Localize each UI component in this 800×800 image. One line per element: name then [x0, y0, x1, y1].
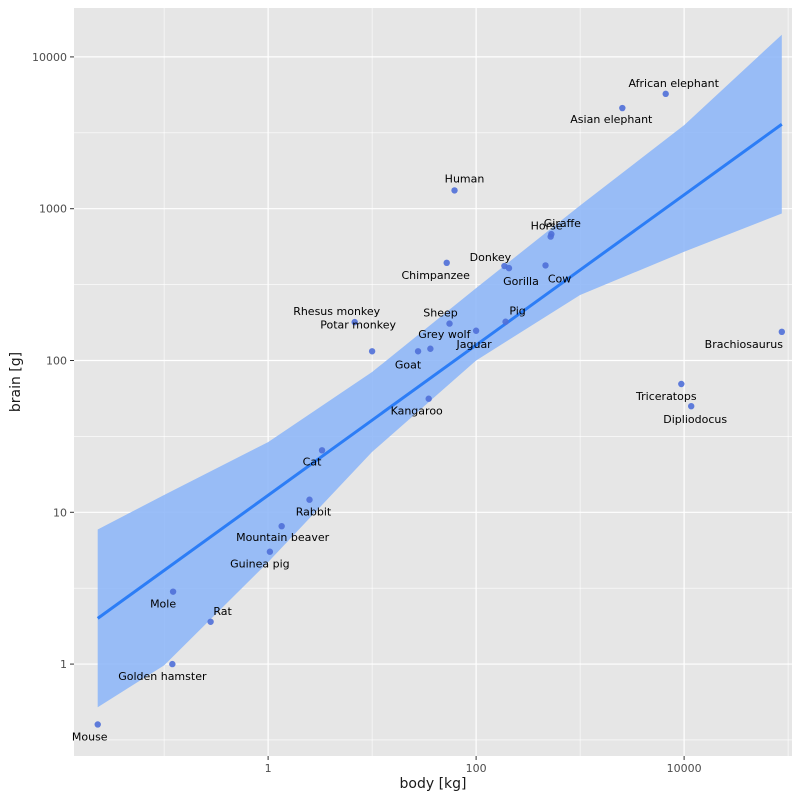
point-pig	[502, 318, 509, 325]
point-rat	[207, 618, 214, 625]
point-label-horse: Horse	[531, 220, 563, 233]
y-tick-label: 100	[46, 354, 67, 367]
point-label-mole: Mole	[150, 598, 176, 611]
point-goat	[414, 348, 422, 355]
point-label-mountain-beaver: Mountain beaver	[236, 531, 330, 544]
point-label-jaguar: Jaguar	[456, 338, 493, 351]
point-cow	[542, 262, 549, 269]
point-label-rabbit: Rabbit	[296, 506, 332, 519]
point-label-triceratops: Triceratops	[635, 390, 697, 403]
point-label-potar-monkey: Potar monkey	[320, 318, 396, 331]
point-african-elephant	[662, 90, 669, 98]
point-jaguar	[472, 327, 480, 334]
point-label-golden-hamster: Golden hamster	[118, 670, 207, 683]
x-axis-title: body [kg]	[400, 776, 467, 792]
point-label-donkey: Donkey	[470, 251, 512, 264]
y-axis-ticks: 1 10 100 1000 10000	[32, 51, 74, 671]
point-label-brachiosaurus: Brachiosaurus	[705, 338, 784, 351]
point-brachiosaurus	[778, 328, 786, 336]
point-label-sheep: Sheep	[423, 307, 457, 320]
y-tick-label: 1000	[39, 203, 67, 216]
point-label-chimpanzee: Chimpanzee	[401, 269, 470, 282]
point-grey-wolf	[427, 345, 434, 352]
point-mouse	[94, 721, 101, 728]
y-axis-title: brain [g]	[8, 352, 24, 412]
point-golden-hamster	[169, 660, 176, 668]
x-tick-label: 100	[466, 762, 487, 775]
point-triceratops	[678, 380, 685, 388]
point-label-kangaroo: Kangaroo	[391, 405, 443, 418]
point-dipliodocus	[687, 402, 695, 410]
point-rabbit	[306, 496, 313, 503]
point-label-pig: Pig	[509, 305, 525, 318]
points	[94, 90, 786, 728]
point-label-african-elephant: African elephant	[628, 77, 719, 90]
point-chimpanzee	[443, 259, 450, 267]
point-mountain-beaver	[278, 522, 285, 530]
point-label-cow: Cow	[548, 272, 571, 285]
point-cat	[318, 447, 326, 454]
y-tick-label: 10000	[32, 51, 67, 64]
point-labels: Mouse Golden hamster Mole Rat Guinea pig Moun…	[72, 77, 783, 744]
point-label-dipliodocus: Dipliodocus	[663, 413, 727, 426]
point-label-guinea-pig: Guinea pig	[230, 558, 290, 571]
y-tick-label: 1	[60, 658, 67, 671]
point-human	[451, 187, 458, 194]
point-asian-elephant	[619, 104, 626, 112]
point-kangaroo	[425, 395, 432, 402]
point-potar-monkey	[368, 348, 376, 355]
point-label-asian-elephant: Asian elephant	[570, 113, 653, 126]
point-label-human: Human	[445, 172, 485, 185]
fit-line	[96, 123, 783, 620]
point-sheep	[446, 320, 453, 327]
point-giraffe	[548, 230, 555, 238]
x-tick-label: 1	[265, 762, 272, 775]
point-guinea-pig	[266, 548, 274, 555]
x-tick-label: 10000	[667, 762, 702, 775]
point-rhesus-monkey	[351, 318, 358, 326]
point-label-mouse: Mouse	[72, 730, 108, 743]
point-mole	[169, 588, 177, 595]
y-tick-label: 10	[53, 506, 67, 519]
point-label-rat: Rat	[213, 605, 232, 618]
point-label-gorilla: Gorilla	[503, 275, 539, 288]
point-label-giraffe: Giraffe	[544, 217, 581, 230]
point-label-cat: Cat	[303, 455, 322, 468]
point-label-rhesus-monkey: Rhesus monkey	[293, 305, 380, 318]
point-gorilla	[505, 264, 513, 272]
x-axis-ticks: 1 100 10000	[265, 756, 702, 775]
point-label-grey-wolf: Grey wolf	[418, 328, 471, 341]
point-label-goat: Goat	[395, 358, 422, 371]
